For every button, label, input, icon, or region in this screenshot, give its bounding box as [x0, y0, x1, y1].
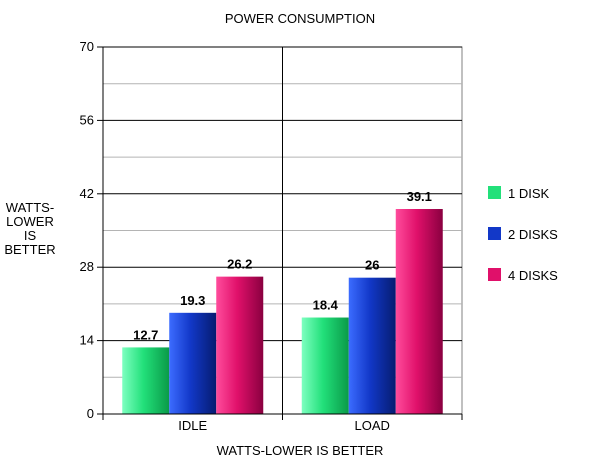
data-label: 26.2 [227, 257, 252, 272]
bar-group [122, 209, 443, 414]
x-tick-label: LOAD [355, 418, 390, 433]
data-label: 19.3 [180, 293, 205, 308]
y-axis-label: WATTS- LOWER IS BETTER [4, 200, 55, 257]
y-axis-label-line-2: LOWER [6, 214, 54, 229]
legend-swatch-1 [488, 227, 501, 240]
y-axis-label-line-3: IS [24, 228, 37, 243]
data-labels: 12.7 19.3 26.2 18.4 26 39.1 [133, 189, 432, 342]
x-tick-labels: IDLE LOAD [178, 418, 390, 433]
data-label: 26 [365, 258, 379, 273]
y-tick-label: 0 [87, 406, 94, 421]
y-tick-label: 56 [80, 112, 94, 127]
x-tick-label: IDLE [178, 418, 207, 433]
y-tick-label: 42 [80, 186, 94, 201]
legend: 1 DISK 2 DISKS 4 DISKS [488, 186, 558, 283]
y-axis-label-line-1: WATTS- [6, 200, 54, 215]
legend-swatch-0 [488, 186, 501, 199]
legend-label-2: 4 DISKS [508, 268, 558, 283]
bar-idle-1 [169, 312, 217, 414]
data-label: 12.7 [133, 327, 158, 342]
bar-load-1 [348, 277, 396, 414]
axes [97, 46, 463, 420]
legend-label-1: 2 DISKS [508, 227, 558, 242]
data-label: 18.4 [313, 298, 339, 313]
x-axis-label: WATTS-LOWER IS BETTER [217, 443, 384, 458]
y-axis-label-line-4: BETTER [4, 242, 55, 257]
y-tick-label: 14 [80, 333, 94, 348]
y-tick-label: 70 [80, 39, 94, 54]
legend-swatch-2 [488, 268, 501, 281]
bar-idle-0 [122, 347, 170, 414]
bar-load-0 [301, 317, 349, 414]
legend-label-0: 1 DISK [508, 186, 550, 201]
y-tick-label: 28 [80, 259, 94, 274]
y-tick-labels: 0 14 28 42 56 70 [80, 39, 94, 421]
data-label: 39.1 [407, 189, 432, 204]
bar-load-2 [395, 209, 443, 414]
chart-title: POWER CONSUMPTION [225, 11, 375, 26]
bar-idle-2 [216, 276, 264, 414]
